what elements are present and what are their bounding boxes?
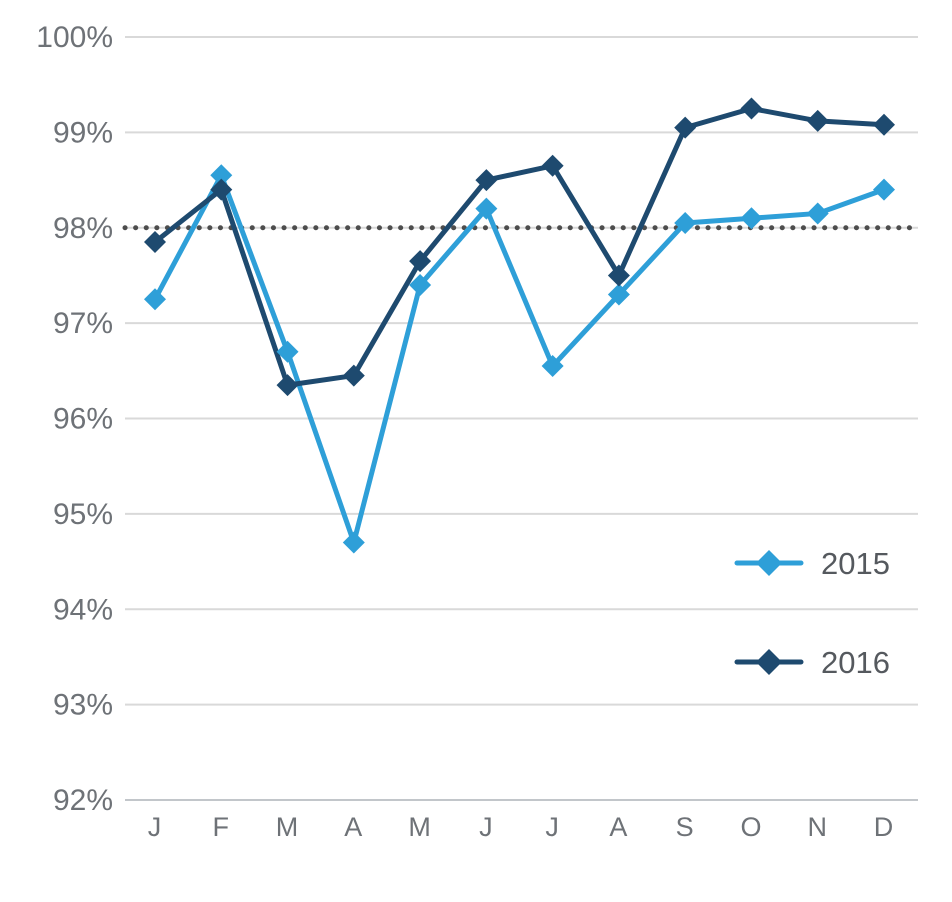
y-tick-label: 92%	[53, 784, 113, 817]
data-point-marker	[806, 109, 829, 132]
x-tick-label: N	[807, 812, 828, 842]
x-tick-label: M	[276, 812, 300, 842]
data-point-marker	[873, 113, 895, 136]
x-tick-label: J	[545, 812, 560, 842]
y-tick-label: 100%	[36, 21, 113, 54]
x-tick-label: J	[479, 812, 494, 842]
x-tick-label: A	[609, 812, 628, 842]
y-tick-label: 98%	[53, 212, 113, 245]
legend-label: 2016	[821, 645, 890, 680]
data-point-marker	[674, 211, 697, 234]
data-point-marker	[475, 169, 498, 192]
data-point-marker	[144, 231, 166, 254]
data-point-marker	[607, 264, 630, 287]
x-tick-label: J	[148, 812, 163, 842]
legend-marker	[756, 649, 782, 675]
x-tick-label: M	[408, 812, 432, 842]
x-tick-label: S	[676, 812, 695, 842]
data-point-marker	[541, 154, 564, 177]
data-point-marker	[276, 374, 299, 397]
data-point-marker	[873, 178, 895, 201]
data-point-marker	[740, 97, 763, 120]
x-tick-label: D	[874, 812, 895, 842]
series-markers-2015	[144, 164, 895, 554]
data-point-marker	[475, 197, 498, 220]
series-markers-2016	[144, 97, 895, 397]
series-line-2016	[152, 106, 887, 388]
y-tick-label: 99%	[53, 116, 113, 149]
y-tick-label: 93%	[53, 689, 113, 722]
y-tick-label: 94%	[53, 593, 113, 626]
data-point-marker	[674, 116, 697, 139]
legend-label: 2015	[821, 546, 890, 581]
legend-marker	[756, 550, 782, 576]
data-point-marker	[740, 207, 763, 230]
x-tick-label: O	[740, 812, 762, 842]
data-point-marker	[276, 340, 299, 363]
y-tick-label: 96%	[53, 403, 113, 436]
data-point-marker	[409, 273, 432, 296]
data-point-marker	[409, 250, 432, 273]
y-tick-label: 97%	[53, 307, 113, 340]
series-line-2015	[152, 172, 887, 545]
x-tick-label: A	[344, 812, 363, 842]
data-point-marker	[541, 355, 564, 378]
legend-item-2016: 2016	[734, 645, 890, 680]
y-tick-label: 95%	[53, 498, 113, 531]
data-point-marker	[806, 202, 829, 225]
data-point-marker	[210, 178, 233, 201]
data-point-marker	[607, 283, 630, 306]
legend-item-2015: 2015	[734, 546, 890, 581]
data-point-marker	[144, 288, 166, 311]
data-point-marker	[342, 531, 365, 554]
data-point-marker	[210, 164, 233, 187]
x-tick-label: F	[213, 812, 231, 842]
legend: 2015 2016	[734, 546, 890, 680]
data-point-marker	[342, 364, 365, 387]
